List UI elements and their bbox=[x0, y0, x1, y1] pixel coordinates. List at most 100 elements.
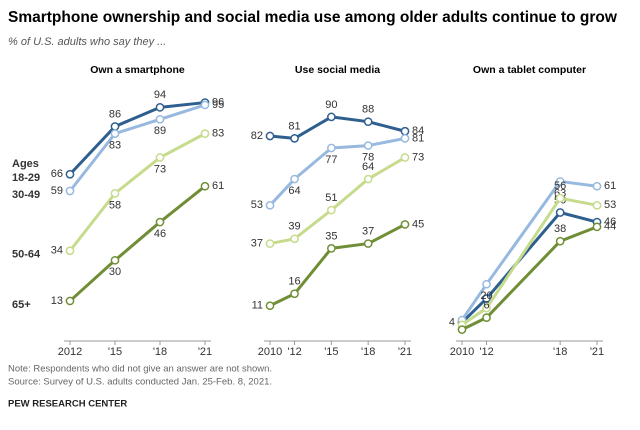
x-tick-label: 2012 bbox=[58, 346, 82, 358]
value-label: 59 bbox=[51, 185, 63, 197]
x-tick-label: '21 bbox=[198, 346, 212, 358]
value-label: 64 bbox=[362, 161, 374, 173]
x-tick-label: '21 bbox=[590, 346, 604, 358]
point bbox=[327, 143, 336, 153]
point bbox=[555, 193, 565, 203]
value-label: 61 bbox=[212, 180, 224, 192]
point bbox=[290, 134, 299, 143]
value-label: 35 bbox=[325, 230, 337, 242]
series-line bbox=[68, 132, 206, 252]
point bbox=[555, 177, 565, 186]
value-label: 34 bbox=[51, 245, 63, 257]
value-label: 20 bbox=[480, 290, 492, 302]
note: Note: Respondents who did not give an an… bbox=[8, 364, 272, 375]
value-label: 90 bbox=[325, 99, 337, 111]
value-label: 37 bbox=[251, 237, 263, 249]
legend-label: 50-64 bbox=[12, 249, 41, 261]
point bbox=[265, 200, 275, 210]
value-label: 77 bbox=[325, 154, 337, 166]
series-line bbox=[68, 103, 206, 192]
point bbox=[400, 126, 410, 136]
value-label: 11 bbox=[252, 300, 263, 312]
value-label: 89 bbox=[154, 125, 166, 137]
title: Smartphone ownership and social media us… bbox=[8, 9, 618, 26]
value-label: 53 bbox=[604, 199, 616, 211]
point bbox=[555, 236, 565, 246]
point bbox=[400, 220, 410, 229]
point bbox=[155, 114, 165, 124]
value-label: 44 bbox=[604, 221, 616, 233]
point bbox=[400, 134, 410, 143]
value-label: 46 bbox=[604, 216, 616, 228]
point bbox=[457, 325, 467, 334]
value-label: 73 bbox=[154, 163, 166, 175]
value-label: 6 bbox=[483, 300, 489, 312]
point bbox=[555, 208, 565, 217]
series-line bbox=[68, 101, 206, 176]
x-tick-label: '12 bbox=[287, 346, 301, 358]
x-tick-label: '15 bbox=[324, 346, 338, 358]
legend-label: 18-29 bbox=[12, 172, 40, 184]
value-label: 73 bbox=[412, 151, 424, 163]
point bbox=[265, 301, 275, 311]
point bbox=[65, 186, 75, 196]
value-label: 46 bbox=[154, 228, 166, 240]
point bbox=[290, 289, 299, 299]
value-label: 88 bbox=[362, 104, 374, 116]
point bbox=[65, 169, 75, 179]
legend-title: Ages bbox=[12, 158, 39, 170]
value-label: 53 bbox=[251, 199, 263, 211]
series-line bbox=[461, 225, 598, 331]
point bbox=[327, 244, 336, 253]
point bbox=[592, 200, 602, 210]
panel-title: Use social media bbox=[295, 64, 380, 76]
point bbox=[363, 239, 373, 248]
value-label: 56 bbox=[554, 180, 566, 192]
point bbox=[200, 129, 210, 138]
point bbox=[155, 102, 165, 112]
point bbox=[482, 294, 491, 303]
point bbox=[65, 296, 75, 306]
point bbox=[200, 100, 210, 110]
subtitle: % of U.S. adults who say they ... bbox=[8, 36, 166, 48]
value-label: 16 bbox=[288, 276, 300, 288]
point bbox=[327, 112, 336, 122]
value-label: 81 bbox=[412, 132, 424, 144]
value-label: 13 bbox=[51, 295, 63, 307]
panel-title: Own a smartphone bbox=[90, 64, 185, 76]
series-line bbox=[460, 211, 598, 324]
value-label: 4 bbox=[449, 316, 455, 328]
point bbox=[110, 255, 120, 265]
point bbox=[482, 279, 491, 289]
value-label: 82 bbox=[251, 130, 263, 142]
x-tick-label: '21 bbox=[398, 346, 412, 358]
value-label: 39 bbox=[288, 221, 300, 233]
point bbox=[155, 153, 165, 162]
point bbox=[65, 246, 75, 256]
series-line bbox=[460, 179, 598, 321]
value-label: 58 bbox=[109, 199, 121, 211]
point bbox=[290, 234, 299, 244]
legend-label: 65+ bbox=[12, 299, 31, 311]
point bbox=[200, 181, 210, 191]
point bbox=[290, 174, 299, 184]
value-label: 95 bbox=[212, 99, 224, 111]
point bbox=[110, 122, 120, 131]
x-tick-label: '18 bbox=[153, 346, 167, 358]
x-tick-label: '15 bbox=[108, 346, 122, 358]
point bbox=[592, 181, 602, 191]
value-label: 61 bbox=[604, 180, 616, 192]
point bbox=[265, 239, 275, 248]
value-label: 66 bbox=[51, 168, 63, 180]
value-label: 51 bbox=[325, 192, 337, 204]
value-label: 81 bbox=[288, 120, 300, 132]
x-tick-label: '18 bbox=[553, 346, 567, 358]
value-label: 38 bbox=[554, 223, 566, 235]
value-label: 45 bbox=[412, 218, 424, 230]
series-line bbox=[68, 185, 206, 303]
value-label: 64 bbox=[288, 185, 300, 197]
point bbox=[363, 141, 373, 150]
value-label: 30 bbox=[109, 266, 121, 278]
value-label: 96 bbox=[212, 96, 224, 108]
